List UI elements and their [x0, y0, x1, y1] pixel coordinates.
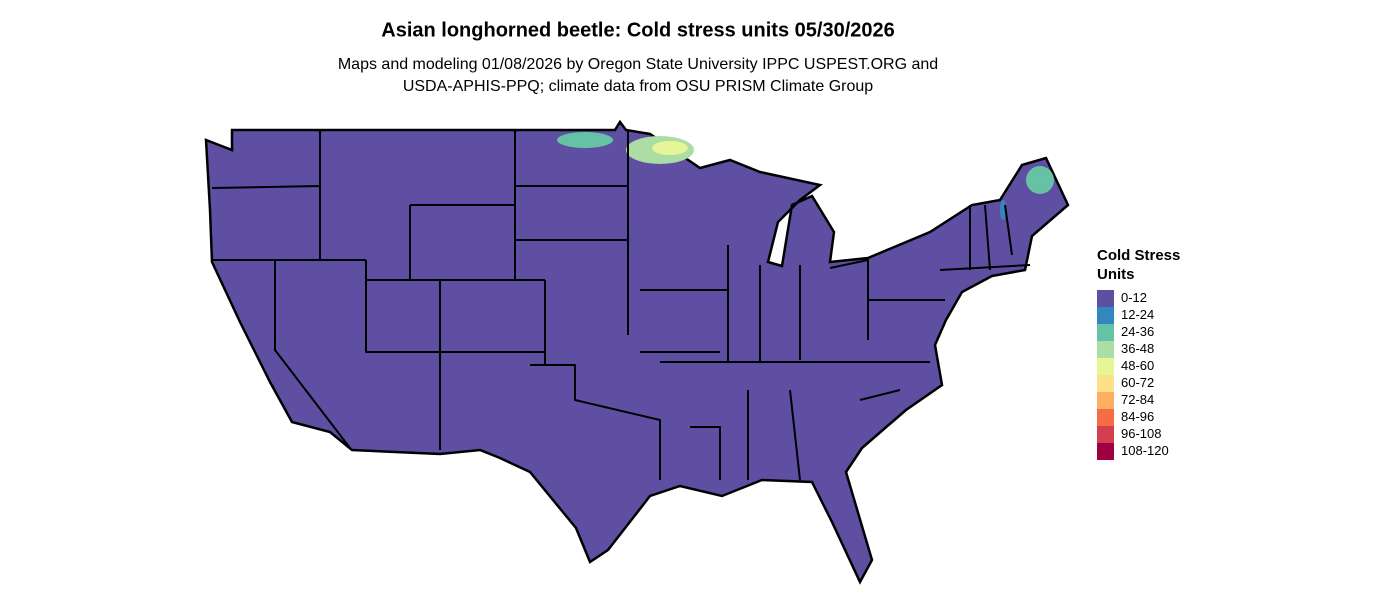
legend-label: 72-84 — [1121, 392, 1154, 407]
legend-label: 108-120 — [1121, 443, 1169, 458]
subtitle: USDA-APHIS-PPQ; climate data from OSU PR… — [403, 78, 873, 95]
us-map — [204, 119, 1070, 585]
legend-swatch — [1097, 426, 1114, 443]
legend-swatch — [1097, 443, 1114, 460]
legend-swatch — [1097, 307, 1114, 324]
legend-swatch — [1097, 290, 1114, 307]
legend-label: 60-72 — [1121, 375, 1154, 390]
legend: Cold Stress Units 0-12 12-24 24-36 36-48 48-… — [1097, 247, 1180, 460]
legend-label: 96-108 — [1121, 426, 1161, 441]
legend-label: 48-60 — [1121, 358, 1154, 373]
legend-swatch — [1097, 341, 1114, 358]
legend-label: 36-48 — [1121, 341, 1154, 356]
legend-label: 0-12 — [1121, 290, 1147, 305]
title: Asian longhorned beetle: Cold stress uni… — [381, 19, 895, 41]
legend-swatch — [1097, 358, 1114, 375]
subtitle: Maps and modeling 01/08/2026 by Oregon S… — [338, 56, 938, 73]
legend-label: 12-24 — [1121, 307, 1154, 322]
legend-label: 24-36 — [1121, 324, 1154, 339]
legend-title: Units — [1097, 266, 1135, 283]
cold-patch — [652, 141, 688, 155]
legend-swatch — [1097, 324, 1114, 341]
legend-label: 84-96 — [1121, 409, 1154, 424]
land — [204, 119, 1070, 585]
legend-swatch — [1097, 375, 1114, 392]
cold-patch — [1026, 166, 1054, 194]
legend-swatch — [1097, 409, 1114, 426]
cold-patch — [1000, 200, 1006, 220]
legend-swatch — [1097, 392, 1114, 409]
legend-title: Cold Stress — [1097, 247, 1180, 264]
state-borders — [211, 130, 1031, 481]
cold-patch — [557, 132, 613, 148]
